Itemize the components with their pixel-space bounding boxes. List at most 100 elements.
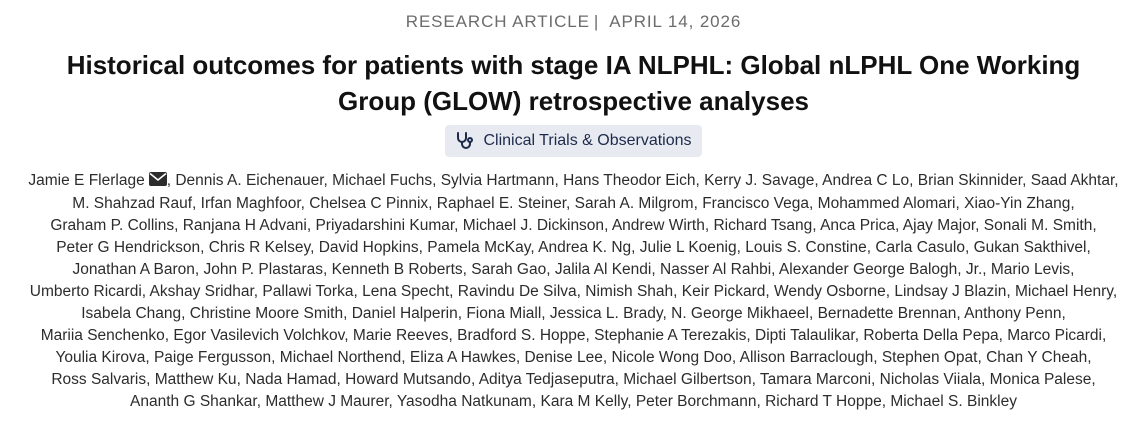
author-link[interactable]: Umberto Ricardi — [29, 283, 142, 300]
author-link[interactable]: Keir Pickard — [681, 283, 766, 300]
author-link[interactable]: Jessica L. Brady — [549, 305, 663, 322]
author-link[interactable]: Ananth G Shankar — [130, 393, 257, 410]
author-link[interactable]: Chelsea C Pinnix — [309, 195, 429, 212]
author-link[interactable]: Dennis A. Eichenauer — [175, 172, 324, 189]
publication-date: APRIL 14, 2026 — [609, 12, 742, 31]
author-link[interactable]: Marie Reeves — [352, 327, 449, 344]
author-link[interactable]: Sarah A. Milgrom — [574, 195, 694, 212]
author-link[interactable]: Andrew Wirth — [611, 217, 705, 234]
author-link[interactable]: Monica Palese — [989, 371, 1092, 388]
author-link[interactable]: Ravindu De Silva — [457, 283, 577, 300]
envelope-icon[interactable] — [148, 171, 167, 193]
author-link[interactable]: Stephanie A Terezakis — [594, 327, 747, 344]
author-link[interactable]: Michael Gilbertson — [623, 371, 752, 388]
author-link[interactable]: Howard Mutsando — [345, 371, 471, 388]
author-link[interactable]: Stephen Opat — [881, 349, 978, 366]
author-link[interactable]: Marco Picardi — [1007, 327, 1102, 344]
author-link[interactable]: Allison Barraclough — [739, 349, 874, 366]
author-link[interactable]: Bernadette Brennan — [817, 305, 957, 322]
author-list: Jamie E Flerlage, Dennis A. Eichenauer, … — [28, 171, 1119, 410]
author-link[interactable]: Yasodha Natkunam — [396, 393, 532, 410]
author-link[interactable]: Andrea C Lo — [822, 172, 910, 189]
author-link[interactable]: Nasser Al Rahbi — [660, 261, 772, 278]
author-link[interactable]: Wendy Osborne — [773, 283, 886, 300]
author-link[interactable]: Nicole Wong Doo — [611, 349, 732, 366]
author-link[interactable]: Kenneth B Roberts — [331, 261, 463, 278]
stethoscope-icon — [455, 131, 475, 151]
author-link[interactable]: Daniel Halperin — [351, 305, 458, 322]
author-link[interactable]: Matthew J Maurer — [265, 393, 389, 410]
author-link[interactable]: Graham P. Collins — [50, 217, 175, 234]
author-link[interactable]: Nimish Shah — [585, 283, 674, 300]
author-link[interactable]: Priyadarshini Kumar — [315, 217, 455, 234]
author-link[interactable]: Julie L Koenig — [639, 239, 737, 256]
author-link[interactable]: Nada Hamad — [245, 371, 337, 388]
category-label: Clinical Trials & Observations — [483, 132, 692, 149]
author-link[interactable]: Andrea K. Ng — [538, 239, 632, 256]
author-link[interactable]: Jalila Al Kendi — [554, 261, 652, 278]
author-link[interactable]: Richard Tsang — [713, 217, 813, 234]
author-link[interactable]: Michael Fuchs — [332, 172, 433, 189]
author-link[interactable]: Jonathan A Baron — [72, 261, 195, 278]
author-link[interactable]: Ross Salvaris — [51, 371, 147, 388]
author-link[interactable]: Nicholas Viiala — [879, 371, 982, 388]
author-link[interactable]: John P. Plastaras — [203, 261, 324, 278]
author-link[interactable]: Tamara Marconi — [759, 371, 872, 388]
author-link[interactable]: Aditya Tedjaseputra — [478, 371, 615, 388]
author-link[interactable]: Youlia Kirova — [55, 349, 146, 366]
author-link[interactable]: Pallawi Torka — [262, 283, 354, 300]
author-link[interactable]: Michael J. Dickinson — [462, 217, 605, 234]
author-link[interactable]: Christine Moore Smith — [189, 305, 344, 322]
author-link[interactable]: Mariia Senchenko — [40, 327, 165, 344]
author-link[interactable]: Fiona Miall — [466, 305, 542, 322]
author-link[interactable]: Akshay Sridhar — [149, 283, 254, 300]
author-link[interactable]: M. Shahzad Rauf — [72, 195, 193, 212]
author-link[interactable]: Bradford S. Hoppe — [457, 327, 586, 344]
category-badge[interactable]: Clinical Trials & Observations — [445, 125, 702, 157]
author-link[interactable]: Lindsay J Blazin — [894, 283, 1007, 300]
author-link[interactable]: Michael Henry — [1014, 283, 1113, 300]
author-link[interactable]: Matthew Ku — [154, 371, 237, 388]
author-link[interactable]: Sarah Gao — [471, 261, 547, 278]
author-link[interactable]: Alexander George Balogh, Jr. — [778, 261, 983, 278]
author-link[interactable]: Kerry J. Savage — [704, 172, 815, 189]
author-link[interactable]: N. George Mikhaeel — [671, 305, 809, 322]
author-link[interactable]: Dipti Talaulikar — [755, 327, 855, 344]
author-link[interactable]: Peter Borchmann — [635, 393, 757, 410]
author-link[interactable]: Brian Skinnider — [917, 172, 1023, 189]
author-link[interactable]: Anthony Penn — [964, 305, 1062, 322]
author-link[interactable]: Raphael E. Steiner — [436, 195, 567, 212]
author-link[interactable]: Kara M Kelly — [540, 393, 628, 410]
author-link[interactable]: Michael S. Binkley — [890, 393, 1017, 410]
author-link[interactable]: Peter G Hendrickson — [56, 239, 201, 256]
author-link[interactable]: David Hopkins — [318, 239, 419, 256]
author-link[interactable]: Saad Akhtar — [1030, 172, 1115, 189]
author-link[interactable]: Denise Lee — [524, 349, 603, 366]
author-link[interactable]: Sylvia Hartmann — [440, 172, 555, 189]
author-link[interactable]: Paige Fergusson — [153, 349, 272, 366]
author-link[interactable]: Pamela McKay — [427, 239, 531, 256]
author-link[interactable]: Egor Vasilevich Volchkov — [173, 327, 345, 344]
author-link[interactable]: Michael Northend — [279, 349, 402, 366]
author-link[interactable]: Carla Casulo — [875, 239, 965, 256]
author-link[interactable]: Richard T Hoppe — [765, 393, 882, 410]
author-link[interactable]: Xiao-Yin Zhang — [964, 195, 1071, 212]
author-link[interactable]: Chris R Kelsey — [208, 239, 311, 256]
author-link[interactable]: Isabela Chang — [81, 305, 182, 322]
author-link[interactable]: Gukan Sakthivel — [973, 239, 1087, 256]
author-link[interactable]: Sonali M. Smith — [983, 217, 1093, 234]
author-link[interactable]: Francisco Vega — [702, 195, 810, 212]
author-link[interactable]: Mario Levis — [990, 261, 1071, 278]
author-link[interactable]: Mohammed Alomari — [817, 195, 956, 212]
author-link[interactable]: Chan Y Cheah — [986, 349, 1088, 366]
author-link[interactable]: Irfan Maghfoor — [200, 195, 301, 212]
author-link[interactable]: Louis S. Constine — [745, 239, 867, 256]
author-link[interactable]: Roberta Della Pepa — [863, 327, 999, 344]
author-link[interactable]: Lena Specht — [362, 283, 450, 300]
author-link[interactable]: Ajay Major — [902, 217, 976, 234]
author-link[interactable]: Jamie E Flerlage — [28, 172, 145, 189]
author-link[interactable]: Ranjana H Advani — [182, 217, 307, 234]
author-link[interactable]: Anca Prica — [820, 217, 896, 234]
author-link[interactable]: Eliza A Hawkes — [409, 349, 516, 366]
author-link[interactable]: Hans Theodor Eich — [563, 172, 696, 189]
